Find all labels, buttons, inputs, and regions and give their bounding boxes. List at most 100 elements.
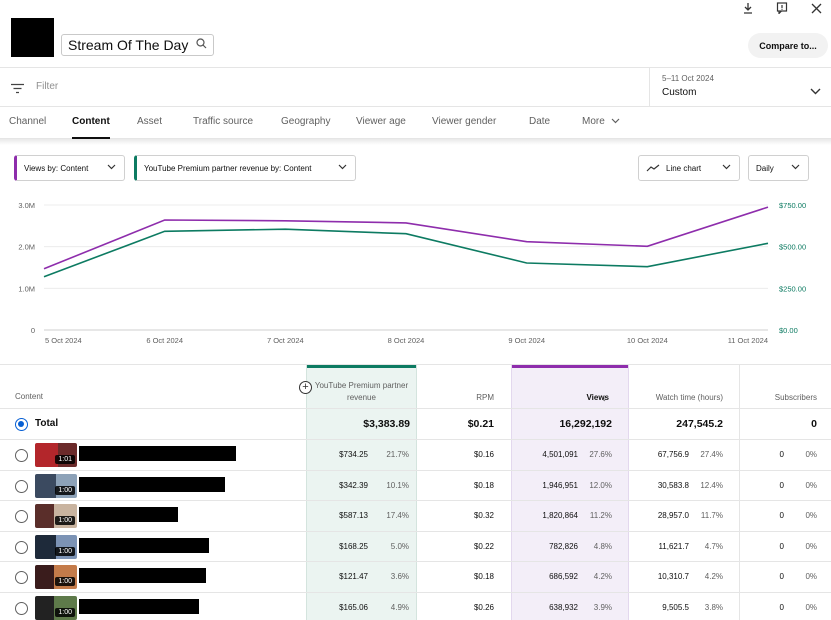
y-right-tick-label: $0.00 xyxy=(779,326,798,335)
tab-viewer-age[interactable]: Viewer age xyxy=(356,116,406,127)
table-row[interactable]: 1:00 $168.25 5.0% $0.22 782,826 4.8% 11,621.7 4… xyxy=(0,530,831,562)
video-title-redacted[interactable] xyxy=(79,446,236,461)
row-watch-pct: 4.2% xyxy=(704,572,723,581)
revenue-metric-select[interactable]: YouTube Premium partner revenue by: Cont… xyxy=(134,155,356,181)
content-table: Content + YouTube Premium partner revenu… xyxy=(0,364,831,620)
chevron-down-icon xyxy=(338,164,347,170)
video-title-redacted[interactable] xyxy=(79,568,206,583)
close-icon[interactable] xyxy=(809,1,823,15)
download-icon[interactable] xyxy=(741,1,755,15)
total-subscribers: 0 xyxy=(811,418,817,430)
row-views-pct: 27.6% xyxy=(589,450,612,459)
feedback-icon[interactable] xyxy=(775,1,789,15)
table-row[interactable]: 1:00 $121.47 3.6% $0.18 686,592 4.2% 10,310.7 4… xyxy=(0,561,831,592)
video-title-redacted[interactable] xyxy=(79,598,199,614)
row-subs-pct: 0% xyxy=(805,602,817,612)
table-row[interactable]: 1:00 $342.39 10.1% $0.18 1,946,951 12.0% 30,58… xyxy=(0,469,831,501)
chart-type-label: Line chart xyxy=(666,163,702,173)
tab-date[interactable]: Date xyxy=(529,116,551,127)
video-thumbnail[interactable]: 1:00 xyxy=(35,565,77,589)
row-subs-pct: 0% xyxy=(805,572,817,581)
filter-input[interactable]: Filter xyxy=(36,81,59,92)
video-duration: 1:00 xyxy=(55,546,75,556)
video-thumbnail[interactable]: 1:00 xyxy=(35,473,77,498)
total-radio[interactable] xyxy=(15,418,28,431)
row-revenue: $165.06 xyxy=(339,602,368,612)
row-radio[interactable] xyxy=(15,601,28,615)
dimension-tabs: Channel Content Asset Traffic source Geo… xyxy=(0,107,831,139)
series-line xyxy=(43,228,769,278)
row-views-pct: 4.2% xyxy=(593,572,612,581)
sort-down-icon[interactable]: ↓ xyxy=(602,393,607,403)
header-revenue[interactable]: YouTube Premium partner revenue xyxy=(314,381,409,402)
x-tick-label: 11 Oct 2024 xyxy=(728,336,768,345)
header-views[interactable]: Views xyxy=(586,393,609,402)
tab-content[interactable]: Content xyxy=(72,116,110,139)
granularity-select[interactable]: Daily xyxy=(748,155,809,181)
table-row[interactable]: 1:00 $165.06 4.9% $0.26 638,932 3.9% 9,505.5 3.… xyxy=(0,591,831,620)
video-duration: 1:01 xyxy=(55,455,75,464)
tab-geography[interactable]: Geography xyxy=(281,116,331,127)
row-watch-pct: 4.7% xyxy=(704,541,723,551)
tab-viewer-gender[interactable]: Viewer gender xyxy=(432,116,497,127)
row-watch-pct: 11.7% xyxy=(700,511,723,520)
row-revenue: $168.25 xyxy=(339,541,368,551)
chevron-down-icon xyxy=(791,164,800,170)
row-watch-time: 11,621.7 xyxy=(658,541,689,551)
row-rpm: $0.18 xyxy=(473,572,494,581)
row-revenue-pct: 4.9% xyxy=(390,602,409,612)
header-subscribers[interactable]: Subscribers xyxy=(774,393,817,402)
row-radio[interactable] xyxy=(15,571,28,584)
row-views-pct: 3.9% xyxy=(593,602,612,612)
row-views-pct: 12.0% xyxy=(589,480,612,490)
row-views: 4,501,091 xyxy=(542,450,578,459)
video-thumbnail[interactable]: 1:00 xyxy=(35,504,77,528)
compare-button[interactable]: Compare to... xyxy=(748,33,828,58)
tab-more-label: More xyxy=(582,116,605,127)
table-row-total[interactable]: Total $3,383.89 $0.21 16,292,192 247,545… xyxy=(0,408,831,439)
row-watch-pct: 27.4% xyxy=(700,450,723,459)
row-radio[interactable] xyxy=(15,449,28,462)
views-metric-select[interactable]: Views by: Content xyxy=(14,155,125,181)
video-title-redacted[interactable] xyxy=(79,476,225,492)
x-tick-label: 5 Oct 2024 xyxy=(45,336,82,345)
row-radio[interactable] xyxy=(15,540,28,554)
row-watch-pct: 3.8% xyxy=(704,602,723,612)
video-thumbnail[interactable]: 1:01 xyxy=(35,443,77,467)
row-views-pct: 4.8% xyxy=(593,541,612,551)
total-revenue: $3,383.89 xyxy=(363,418,410,430)
row-views: 782,826 xyxy=(549,541,578,551)
filter-icon[interactable] xyxy=(11,81,24,99)
row-revenue-pct: 3.6% xyxy=(390,572,409,581)
row-revenue-pct: 10.1% xyxy=(386,480,409,490)
window-actions xyxy=(741,0,823,16)
row-rpm: $0.26 xyxy=(473,602,494,612)
revenue-column-highlight xyxy=(306,365,417,620)
video-thumbnail[interactable]: 1:00 xyxy=(35,534,77,559)
header-content: Content xyxy=(15,392,44,401)
chart-type-select[interactable]: Line chart xyxy=(638,155,740,181)
row-radio[interactable] xyxy=(15,510,28,523)
row-revenue-pct: 21.7% xyxy=(386,450,409,459)
content-picker[interactable]: Stream Of The Day xyxy=(61,34,215,56)
video-title-redacted[interactable] xyxy=(79,537,209,553)
table-row[interactable]: 1:00 $587.13 17.4% $0.32 1,820,864 11.2% 28,95… xyxy=(0,500,831,531)
tab-asset[interactable]: Asset xyxy=(137,116,163,127)
video-title-redacted[interactable] xyxy=(79,507,178,522)
date-range-picker[interactable]: 5–11 Oct 2024 Custom xyxy=(649,68,831,107)
x-tick-label: 8 Oct 2024 xyxy=(388,336,425,345)
header-watch-time[interactable]: Watch time (hours) xyxy=(655,393,723,402)
row-subscribers: 0 xyxy=(779,480,784,490)
video-duration: 1:00 xyxy=(55,577,75,586)
add-column-icon[interactable]: + xyxy=(299,381,312,394)
row-radio[interactable] xyxy=(15,479,28,493)
tab-more[interactable]: More xyxy=(582,116,620,127)
header-rpm[interactable]: RPM xyxy=(476,393,494,402)
table-row[interactable]: 1:01 $734.25 21.7% $0.16 4,501,091 27.6% 67,75… xyxy=(0,439,831,470)
row-revenue: $342.39 xyxy=(339,480,368,490)
video-thumbnail[interactable]: 1:00 xyxy=(35,595,77,620)
x-tick-label: 10 Oct 2024 xyxy=(627,336,668,345)
tab-channel[interactable]: Channel xyxy=(9,116,47,127)
y-left-tick-label: 1.0M xyxy=(18,284,35,293)
tab-traffic-source[interactable]: Traffic source xyxy=(193,116,254,127)
